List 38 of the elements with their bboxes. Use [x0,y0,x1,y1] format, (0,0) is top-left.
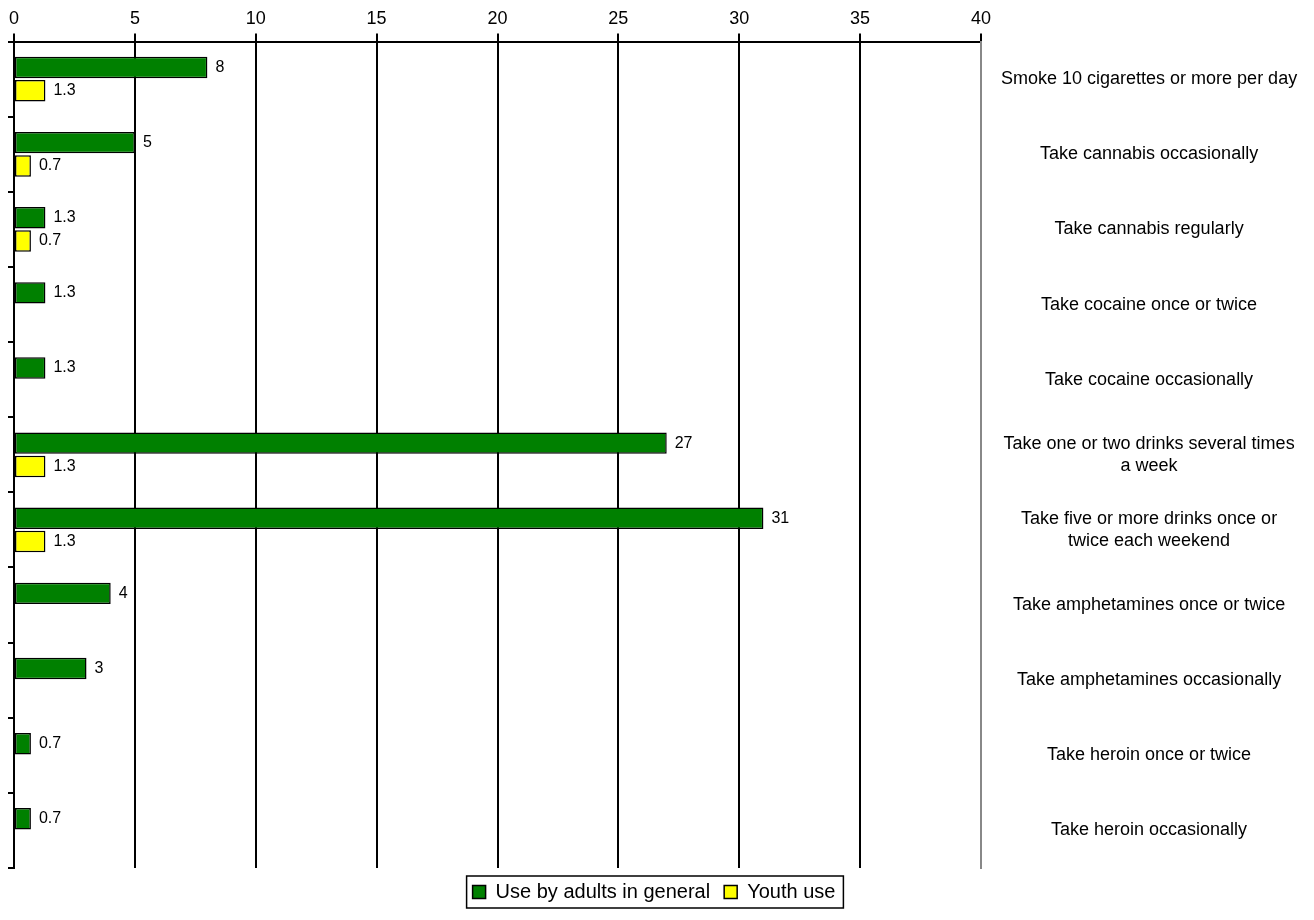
x-tick-label: 25 [608,7,629,28]
y-tick-label: Take one or two drinks several times a week [1003,432,1295,475]
x-tick-label: 20 [487,7,508,28]
y-tick-label: Take heroin once or twice [1047,744,1252,765]
x-tick-label: 35 [850,7,871,28]
x-tick-label: 40 [970,7,992,28]
data-label: 1.3 [53,208,76,226]
data-label: 0.7 [38,809,62,827]
data-label: 0.7 [38,156,62,174]
x-tick-label: 0 [8,7,20,28]
data-label: 4 [118,583,128,601]
data-label: 5 [142,133,152,151]
x-tick-label: 5 [129,7,140,28]
y-tick-label: Take amphetamines once or twice [1013,594,1286,615]
data-label: 0.7 [38,734,62,752]
y-tick-label: Take five or more drinks once or twice each weekend [1021,508,1278,550]
x-tick-label: 30 [729,7,750,28]
data-label: 27 [674,433,693,451]
y-tick-label: Take cocaine occasionally [1045,368,1254,389]
data-label: 1.3 [53,81,76,99]
y-tick-label: Take cannabis occasionally [1040,143,1259,164]
data-label: 1.3 [53,456,76,474]
data-label: 1.3 [53,283,76,301]
data-label: 1.3 [53,358,76,376]
data-label: 0.7 [38,231,62,249]
data-label: 3 [94,658,104,676]
y-tick-label: Take cocaine once or twice [1041,293,1258,314]
x-tick-label: 10 [245,7,266,28]
y-tick-label: Smoke 10 cigarettes or more per day [1001,68,1298,89]
legend-label: Use by adults in general [495,879,711,902]
data-label: 31 [771,508,790,526]
y-tick-label: Take cannabis regularly [1054,218,1244,239]
legend-label: Youth use [747,879,836,902]
data-label: 1.3 [53,531,76,549]
y-tick-label: Take amphetamines occasionally [1017,669,1282,690]
data-label: 8 [215,57,225,75]
y-tick-label: Take heroin occasionally [1051,819,1248,840]
x-tick-label: 15 [366,7,387,28]
